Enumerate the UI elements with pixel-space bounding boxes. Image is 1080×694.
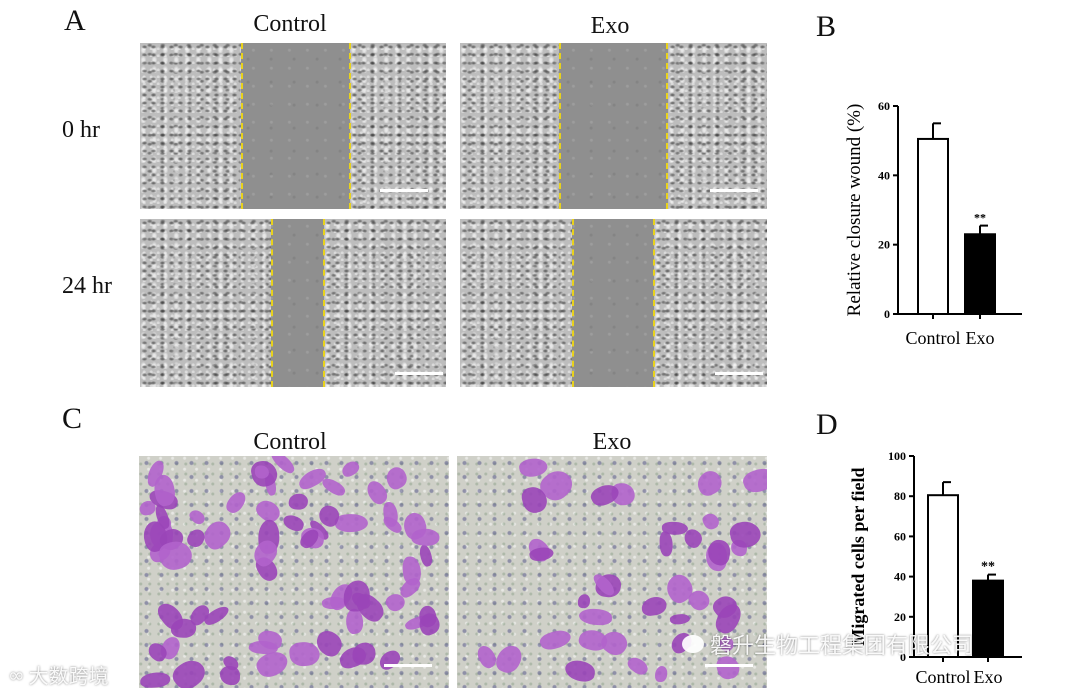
watermark-left-text: 大数跨境 [28, 664, 109, 688]
y-tick-label: 0 [900, 650, 906, 664]
watermark-right-text: 磐升生物工程集团有限公司 [710, 634, 975, 659]
stained-cell [563, 659, 597, 684]
panel-letter-c: C [62, 402, 83, 435]
stained-cell [223, 488, 249, 516]
y-tick-label: 0 [884, 307, 890, 321]
stained-cell [401, 555, 422, 586]
y-tick-label: 20 [878, 238, 890, 252]
bar-exo [964, 233, 996, 315]
stained-cell [654, 665, 668, 683]
y-tick-label: 20 [894, 610, 906, 624]
scale-bar [380, 189, 428, 192]
panel-letter-d: D [816, 408, 838, 441]
stained-cell [352, 642, 376, 665]
cell-layer [460, 43, 559, 209]
wound-image-control-0hr [140, 43, 446, 209]
x-tick-label-exo: Exo [966, 328, 995, 348]
wound-edge-line [241, 43, 243, 209]
cell-layer [350, 43, 446, 209]
stained-cell [577, 593, 591, 609]
significance-marker: ** [974, 211, 986, 225]
stained-cell [187, 506, 208, 527]
stained-cell [140, 671, 171, 688]
stained-cell [288, 640, 321, 668]
panel-a-row-label-24hr: 24 hr [62, 273, 112, 299]
scale-bar [715, 372, 763, 375]
cell-layer [140, 219, 271, 387]
stained-cell [376, 647, 404, 673]
stained-cell [669, 612, 691, 626]
panel-a-column-label-exo: Exo [590, 13, 630, 39]
stained-cell [578, 608, 613, 626]
stained-cell [661, 521, 688, 536]
wound-image-exo-0hr [460, 43, 767, 209]
wound-edge-line [349, 43, 351, 209]
stained-cell [417, 543, 434, 568]
stained-cell [281, 513, 306, 533]
wound-edge-line [572, 219, 574, 387]
y-axis-label: Migrated cells per field [848, 467, 868, 645]
stained-cell [343, 580, 370, 612]
x-tick-label-control: Control [915, 667, 970, 687]
scale-bar [395, 372, 443, 375]
wound-edge-line [559, 43, 561, 209]
cell-layer [140, 43, 241, 209]
stained-cell [640, 595, 668, 618]
y-tick-label: 40 [894, 570, 906, 584]
stained-cell [382, 463, 410, 492]
stained-cell [740, 464, 767, 497]
y-axis-label: Relative closure wound (%) [844, 104, 865, 317]
wound-edge-line [666, 43, 668, 209]
scale-bar [384, 664, 432, 667]
scale-bar [705, 664, 753, 667]
y-tick-label: 80 [894, 489, 906, 503]
stained-cell [700, 510, 722, 532]
wound-edge-line [271, 219, 273, 387]
wound-image-exo-24hr [460, 219, 767, 387]
cell-layer [460, 219, 572, 387]
panel-letter-b: B [816, 10, 837, 43]
stained-cell [339, 458, 362, 479]
panel-c-column-label-exo: Exo [592, 429, 632, 455]
cell-layer [654, 219, 767, 387]
watermark-right: 磐升生物工程集团有限公司 [682, 628, 974, 660]
cell-layer [324, 219, 446, 387]
panel-a-row-label-0hr: 0 hr [62, 117, 100, 143]
cell-layer [668, 43, 767, 209]
y-tick-label: 60 [878, 99, 890, 113]
chart-d: 0 20 40 60 80 100 Migrated cells per field Cont… [848, 449, 1022, 687]
stained-cell [625, 654, 651, 679]
bar-exo [972, 579, 1004, 658]
y-tick-label: 40 [878, 168, 890, 182]
transwell-image-exo [457, 456, 767, 688]
stained-cell [168, 653, 210, 688]
wound-image-control-24hr [140, 219, 446, 387]
scale-bar [710, 189, 758, 192]
y-tick-label: 60 [894, 529, 906, 543]
stained-cell [287, 492, 309, 511]
stained-cell [220, 665, 241, 686]
x-tick-label-control: Control [905, 328, 960, 348]
bar-control [917, 137, 949, 315]
chart-b: 0 20 40 60 Relative closure wound (%) Control… [844, 99, 1022, 348]
wechat-icon [682, 635, 704, 653]
watermark-left: ∞ 大数跨境 [8, 660, 109, 689]
stained-cell [659, 530, 673, 557]
transwell-image-control [139, 456, 449, 688]
wound-edge-line [323, 219, 325, 387]
panel-a-column-label-control: Control [253, 11, 327, 37]
stained-cell [493, 641, 526, 677]
watermark-logo-icon: ∞ [8, 662, 25, 687]
stained-cell [693, 467, 726, 499]
y-tick-label: 100 [888, 449, 906, 463]
wound-edge-line [653, 219, 655, 387]
significance-marker: ** [981, 560, 995, 575]
panel-c-column-label-control: Control [253, 429, 327, 455]
stained-cell [537, 626, 573, 654]
x-tick-label-exo: Exo [974, 667, 1003, 687]
panel-letter-a: A [64, 4, 86, 37]
